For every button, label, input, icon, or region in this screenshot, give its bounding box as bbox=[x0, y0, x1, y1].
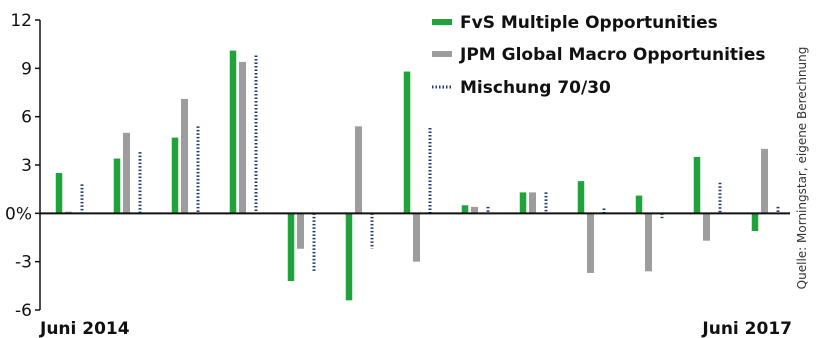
bar-fvs-multiple-opportunities bbox=[55, 173, 63, 214]
bar-jpm-global-macro-opportunities bbox=[529, 192, 536, 214]
bar-jpm-global-macro-opportunities bbox=[587, 213, 594, 273]
bar-fvs-multiple-opportunities bbox=[751, 213, 759, 232]
y-axis: 12 9 6 3 0% -3 -6 bbox=[5, 11, 41, 321]
source-note: Quelle: Morningstar, eigene Berechnung bbox=[795, 47, 809, 290]
y-tick-label: 12 bbox=[10, 11, 32, 31]
bar-jpm-global-macro-opportunities bbox=[761, 148, 768, 214]
y-tick-label: 6 bbox=[21, 108, 32, 128]
bar-fvs-multiple-opportunities bbox=[693, 156, 701, 214]
bar-jpm-global-macro-opportunities bbox=[181, 98, 188, 214]
x-end-label: Juni 2017 bbox=[701, 319, 792, 338]
legend-label: Mischung 70/30 bbox=[460, 78, 611, 98]
y-tick-label: -6 bbox=[15, 301, 32, 321]
legend-label: FvS Multiple Opportunities bbox=[460, 13, 718, 33]
bar-fvs-multiple-opportunities bbox=[171, 137, 179, 214]
x-start-label: Juni 2014 bbox=[39, 319, 130, 338]
bar-fvs-multiple-opportunities bbox=[403, 71, 411, 214]
bar-fvs-multiple-opportunities bbox=[519, 192, 527, 214]
bar-jpm-global-macro-opportunities bbox=[471, 206, 478, 214]
bar-jpm-global-macro-opportunities bbox=[297, 213, 304, 249]
bar-jpm-global-macro-opportunities bbox=[413, 213, 420, 262]
y-tick-label: 0% bbox=[5, 204, 32, 224]
bar-fvs-multiple-opportunities bbox=[345, 213, 353, 301]
legend-label: JPM Global Macro Opportunities bbox=[459, 45, 766, 65]
y-tick-label: 9 bbox=[21, 59, 32, 79]
bar-jpm-global-macro-opportunities bbox=[703, 213, 710, 241]
y-tick-label: -3 bbox=[15, 253, 32, 273]
bar-fvs-multiple-opportunities bbox=[635, 195, 643, 214]
bar-fvs-multiple-opportunities bbox=[229, 50, 237, 214]
legend: FvS Multiple Opportunities JPM Global Mac… bbox=[432, 13, 766, 98]
bar-jpm-global-macro-opportunities bbox=[239, 61, 246, 214]
bar-jpm-global-macro-opportunities bbox=[355, 126, 362, 214]
bar-jpm-global-macro-opportunities bbox=[123, 132, 130, 214]
legend-swatch bbox=[432, 51, 452, 57]
legend-swatch bbox=[432, 19, 452, 25]
bar-jpm-global-macro-opportunities bbox=[645, 213, 652, 272]
bar-fvs-multiple-opportunities bbox=[577, 181, 585, 214]
bar-fvs-multiple-opportunities bbox=[461, 205, 469, 214]
bar-fvs-multiple-opportunities bbox=[287, 213, 295, 281]
bar-fvs-multiple-opportunities bbox=[113, 158, 121, 214]
bar-series-group bbox=[55, 50, 780, 301]
y-tick-label: 3 bbox=[21, 156, 32, 176]
